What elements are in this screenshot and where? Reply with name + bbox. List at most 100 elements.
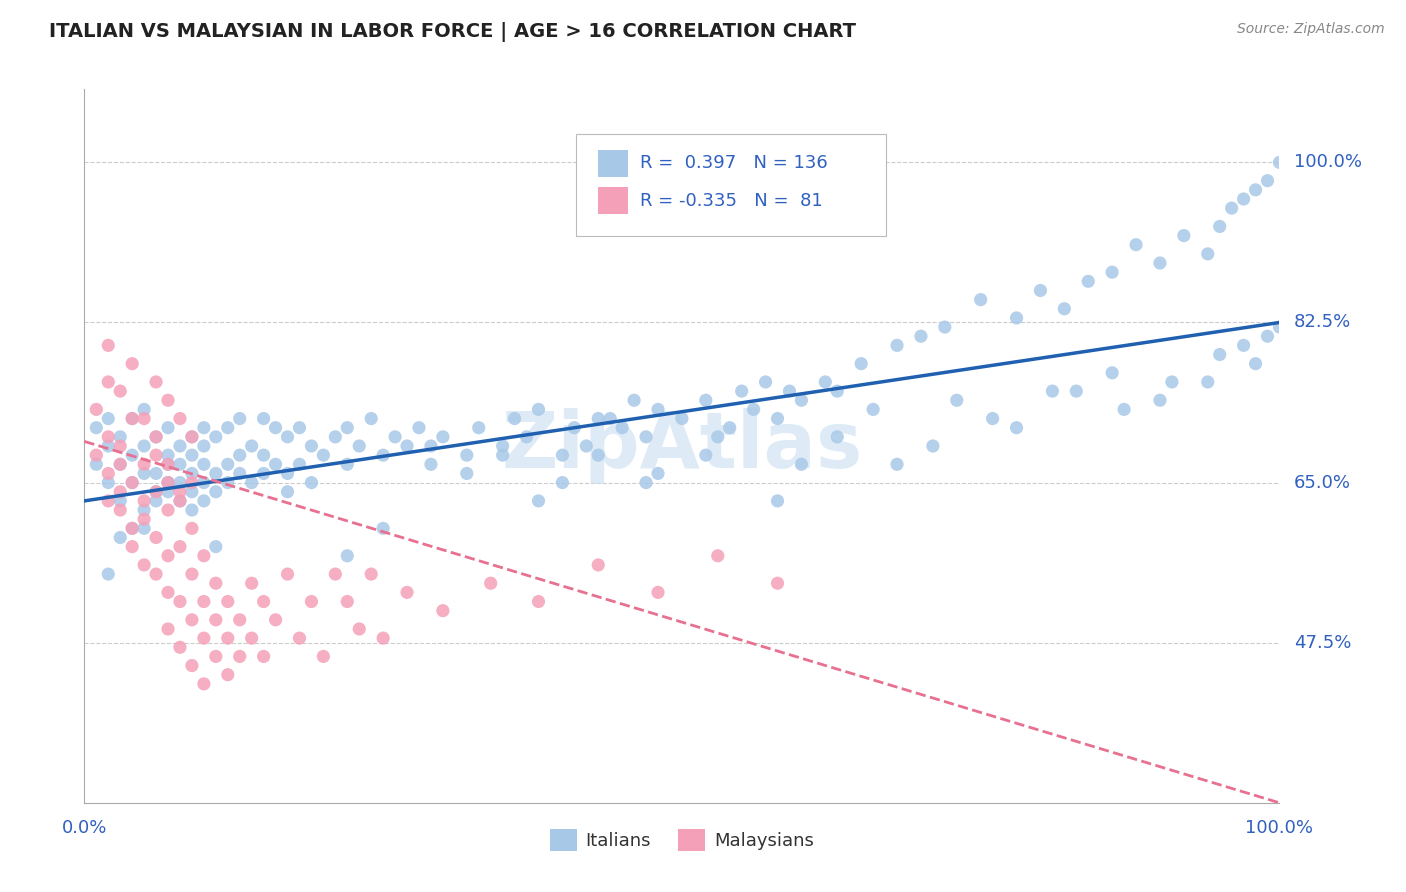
Point [1244,183,1267,197]
Point [181,658,204,673]
Point [145,567,167,582]
Point [1233,338,1256,352]
Point [1268,155,1291,169]
Point [193,631,215,645]
Point [288,458,311,472]
Point [349,622,371,636]
Point [456,448,478,462]
Point [110,503,132,517]
Point [1149,256,1171,270]
Point [217,458,239,472]
Point [325,567,347,582]
Point [946,393,969,408]
Point [181,430,204,444]
Point [132,411,156,425]
Text: R =  0.397   N = 136: R = 0.397 N = 136 [640,154,828,172]
Point [1005,420,1028,434]
Point [240,475,263,490]
Point [145,531,167,545]
Point [277,430,299,444]
Point [695,448,717,462]
Point [132,458,156,472]
Point [492,448,515,462]
Point [564,420,586,434]
Point [240,576,263,591]
Point [1173,228,1195,243]
Point [181,567,204,582]
Point [145,484,167,499]
Point [1197,247,1219,261]
Text: 65.0%: 65.0% [1294,474,1351,491]
Point [181,430,204,444]
Point [132,402,156,417]
Point [1125,237,1147,252]
Point [288,631,311,645]
Point [264,613,287,627]
Point [97,567,120,582]
Point [312,649,335,664]
Point [132,512,156,526]
Point [301,475,323,490]
Point [157,475,180,490]
Point [205,613,228,627]
Point [396,439,419,453]
Point [1029,284,1052,298]
Point [1244,357,1267,371]
Point [181,475,204,490]
Point [217,631,239,645]
Point [1005,310,1028,325]
Point [527,402,550,417]
Point [181,503,204,517]
Point [97,375,120,389]
Point [336,549,359,563]
Legend: Italians, Malaysians: Italians, Malaysians [543,822,821,858]
Point [121,411,143,425]
Point [742,402,765,417]
Point [551,448,574,462]
Point [205,649,228,664]
Point [169,494,191,508]
Point [827,430,849,444]
Point [1209,219,1232,234]
Point [707,549,730,563]
Point [157,448,180,462]
Point [169,594,191,608]
Point [229,448,252,462]
Point [157,622,180,636]
Point [181,521,204,535]
Point [145,375,167,389]
Point [301,594,323,608]
Point [636,430,658,444]
Point [157,475,180,490]
Point [623,393,645,408]
Point [193,439,215,453]
Point [145,494,167,508]
Point [110,458,132,472]
Point [647,467,669,481]
Point [86,402,108,417]
Point [145,448,167,462]
Point [121,411,143,425]
Point [157,549,180,563]
Point [97,411,120,425]
Point [169,540,191,554]
Point [922,439,945,453]
Point [755,375,778,389]
Point [264,458,287,472]
Point [301,439,323,453]
Point [145,484,167,499]
Point [169,411,191,425]
Point [121,475,143,490]
Text: ITALIAN VS MALAYSIAN IN LABOR FORCE | AGE > 16 CORRELATION CHART: ITALIAN VS MALAYSIAN IN LABOR FORCE | AG… [49,22,856,42]
Point [1053,301,1076,316]
Point [253,411,276,425]
Point [205,467,228,481]
Point [588,448,610,462]
Point [1197,375,1219,389]
Text: Source: ZipAtlas.com: Source: ZipAtlas.com [1237,22,1385,37]
Point [121,540,143,554]
Point [277,467,299,481]
Point [790,393,813,408]
Point [1209,347,1232,361]
Point [432,430,454,444]
